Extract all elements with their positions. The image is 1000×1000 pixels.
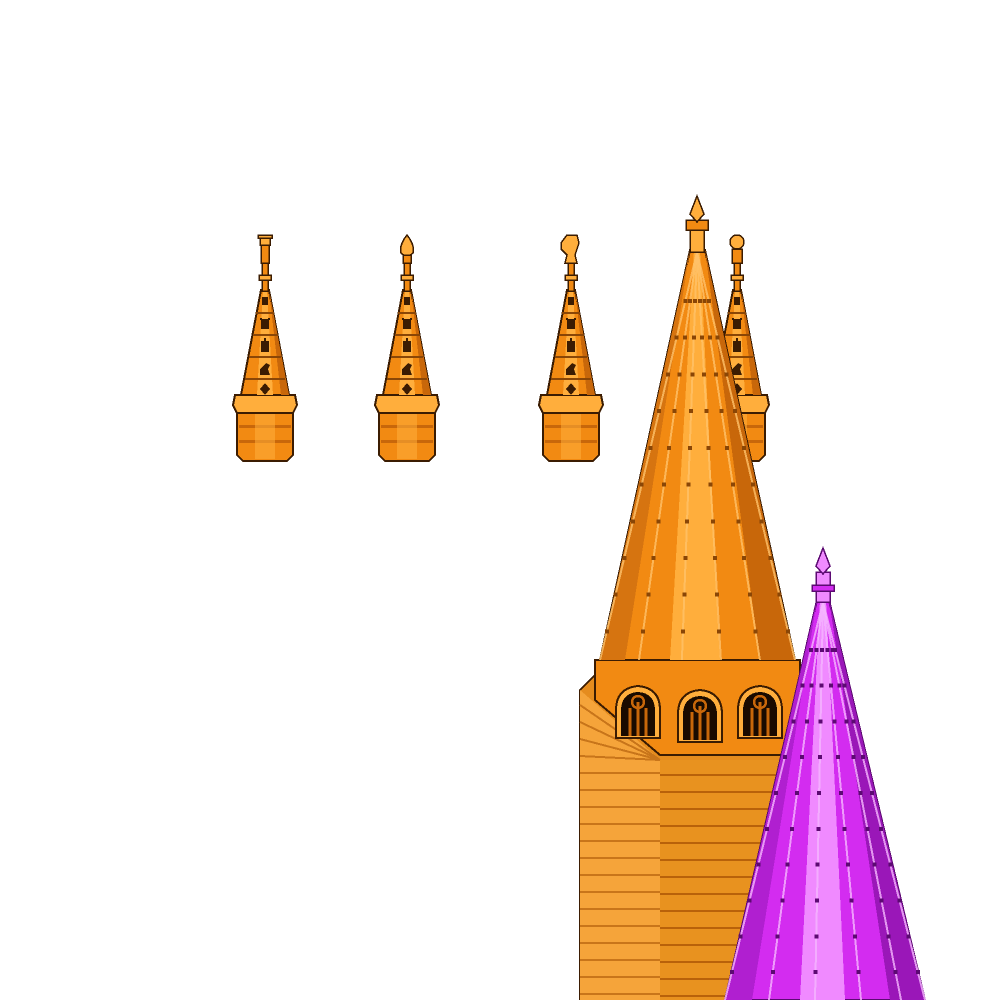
small-spire-bishop — [375, 235, 439, 461]
small-spire-king — [233, 235, 297, 461]
pawn-finial-icon — [730, 235, 744, 263]
small-spire-knight — [539, 235, 603, 461]
king-finial-icon — [258, 235, 272, 263]
bishop-finial-icon — [401, 235, 414, 263]
knight-finial-icon — [561, 235, 579, 263]
gothic-window-icon — [616, 686, 782, 742]
